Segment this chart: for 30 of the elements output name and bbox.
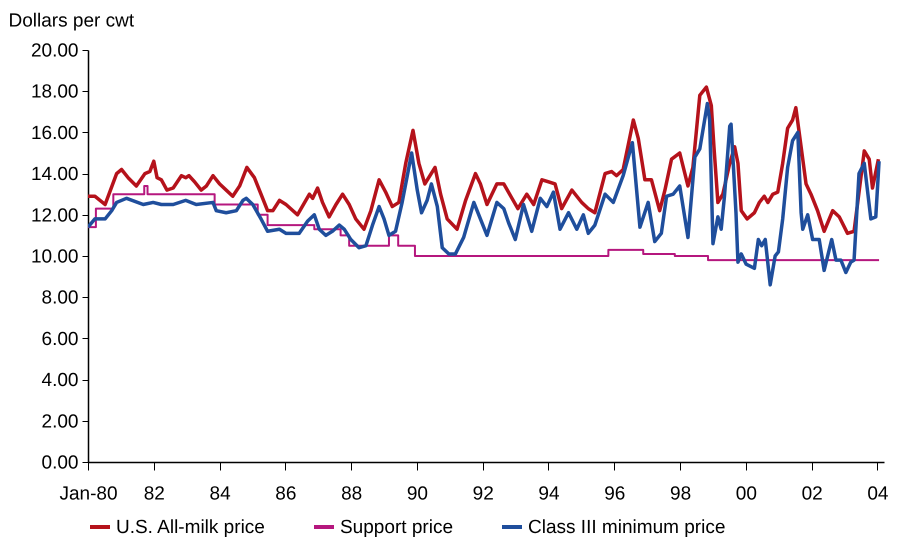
y-axis-title: Dollars per cwt xyxy=(8,10,135,32)
y-tick-label: 6.00 xyxy=(42,328,78,350)
x-tick-label: 02 xyxy=(802,484,823,504)
legend-label: Class III minimum price xyxy=(528,517,726,538)
x-tick-label: Jan-80 xyxy=(59,484,118,504)
y-tick-label: 18.00 xyxy=(30,82,78,103)
x-tick-label: 98 xyxy=(670,484,692,504)
y-tick-label: 14.00 xyxy=(30,164,78,186)
y-tick-label: 20.00 xyxy=(30,40,78,62)
x-tick-label: 94 xyxy=(538,484,560,504)
x-tick-label: 86 xyxy=(275,484,296,504)
legend-label: U.S. All-milk price xyxy=(116,517,265,538)
x-tick-label: 96 xyxy=(604,484,626,504)
y-tick-label: 12.00 xyxy=(30,205,78,226)
x-tick-label: 84 xyxy=(210,484,232,504)
x-tick-label: 00 xyxy=(736,484,757,504)
x-tick-label: 04 xyxy=(867,484,889,504)
y-tick-label: 10.00 xyxy=(30,246,78,268)
y-tick-label: 4.00 xyxy=(42,370,78,392)
y-tick-label: 0.00 xyxy=(42,452,78,474)
x-tick-label: 82 xyxy=(144,484,165,504)
y-tick-label: 8.00 xyxy=(42,288,78,309)
legend-label: Support price xyxy=(340,517,454,538)
y-tick-label: 16.00 xyxy=(30,122,78,144)
line-series xyxy=(88,85,880,236)
x-tick-label: 90 xyxy=(406,484,428,504)
x-tick-label: 92 xyxy=(472,484,494,504)
y-tick-label: 2.00 xyxy=(42,411,78,432)
x-tick-label: 88 xyxy=(341,484,362,504)
line-series xyxy=(88,102,881,287)
